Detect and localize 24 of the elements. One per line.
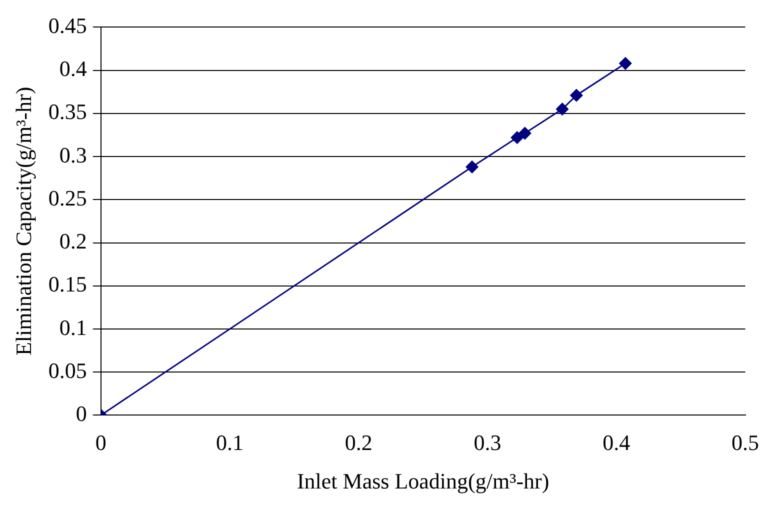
y-tick-label: 0.4 [59, 56, 87, 82]
y-axis-title: Elimination Capacity(g/m³-hr) [10, 86, 36, 356]
point [466, 160, 478, 174]
x-tick-label: 0.3 [474, 430, 502, 456]
point [518, 127, 532, 140]
point [619, 57, 632, 70]
x-tick-label: 0 [95, 430, 106, 456]
y-tick-label: 0.1 [59, 314, 87, 340]
point [510, 131, 524, 144]
y-tick-label: 0.25 [48, 185, 87, 210]
y-tick-label: 0.15 [48, 272, 87, 297]
point [570, 89, 583, 102]
y-tick-label: 0.35 [48, 99, 87, 124]
y-tick-label: 0 [76, 400, 87, 426]
y-tick-label: 0.45 [48, 12, 87, 38]
point [556, 102, 569, 116]
y-tick-label: 0.05 [48, 358, 87, 383]
x-axis-title: Inlet Mass Loading(g/m³-hr) [296, 468, 550, 494]
y-tick-label: 0.2 [59, 228, 87, 254]
x-tick-label: 0.5 [732, 430, 759, 456]
x-tick-label: 0.1 [216, 430, 244, 456]
y-tick-label: 0.3 [59, 142, 87, 168]
x-tick-label: 0.2 [344, 430, 372, 456]
x-tick-label: 0.4 [602, 430, 630, 456]
